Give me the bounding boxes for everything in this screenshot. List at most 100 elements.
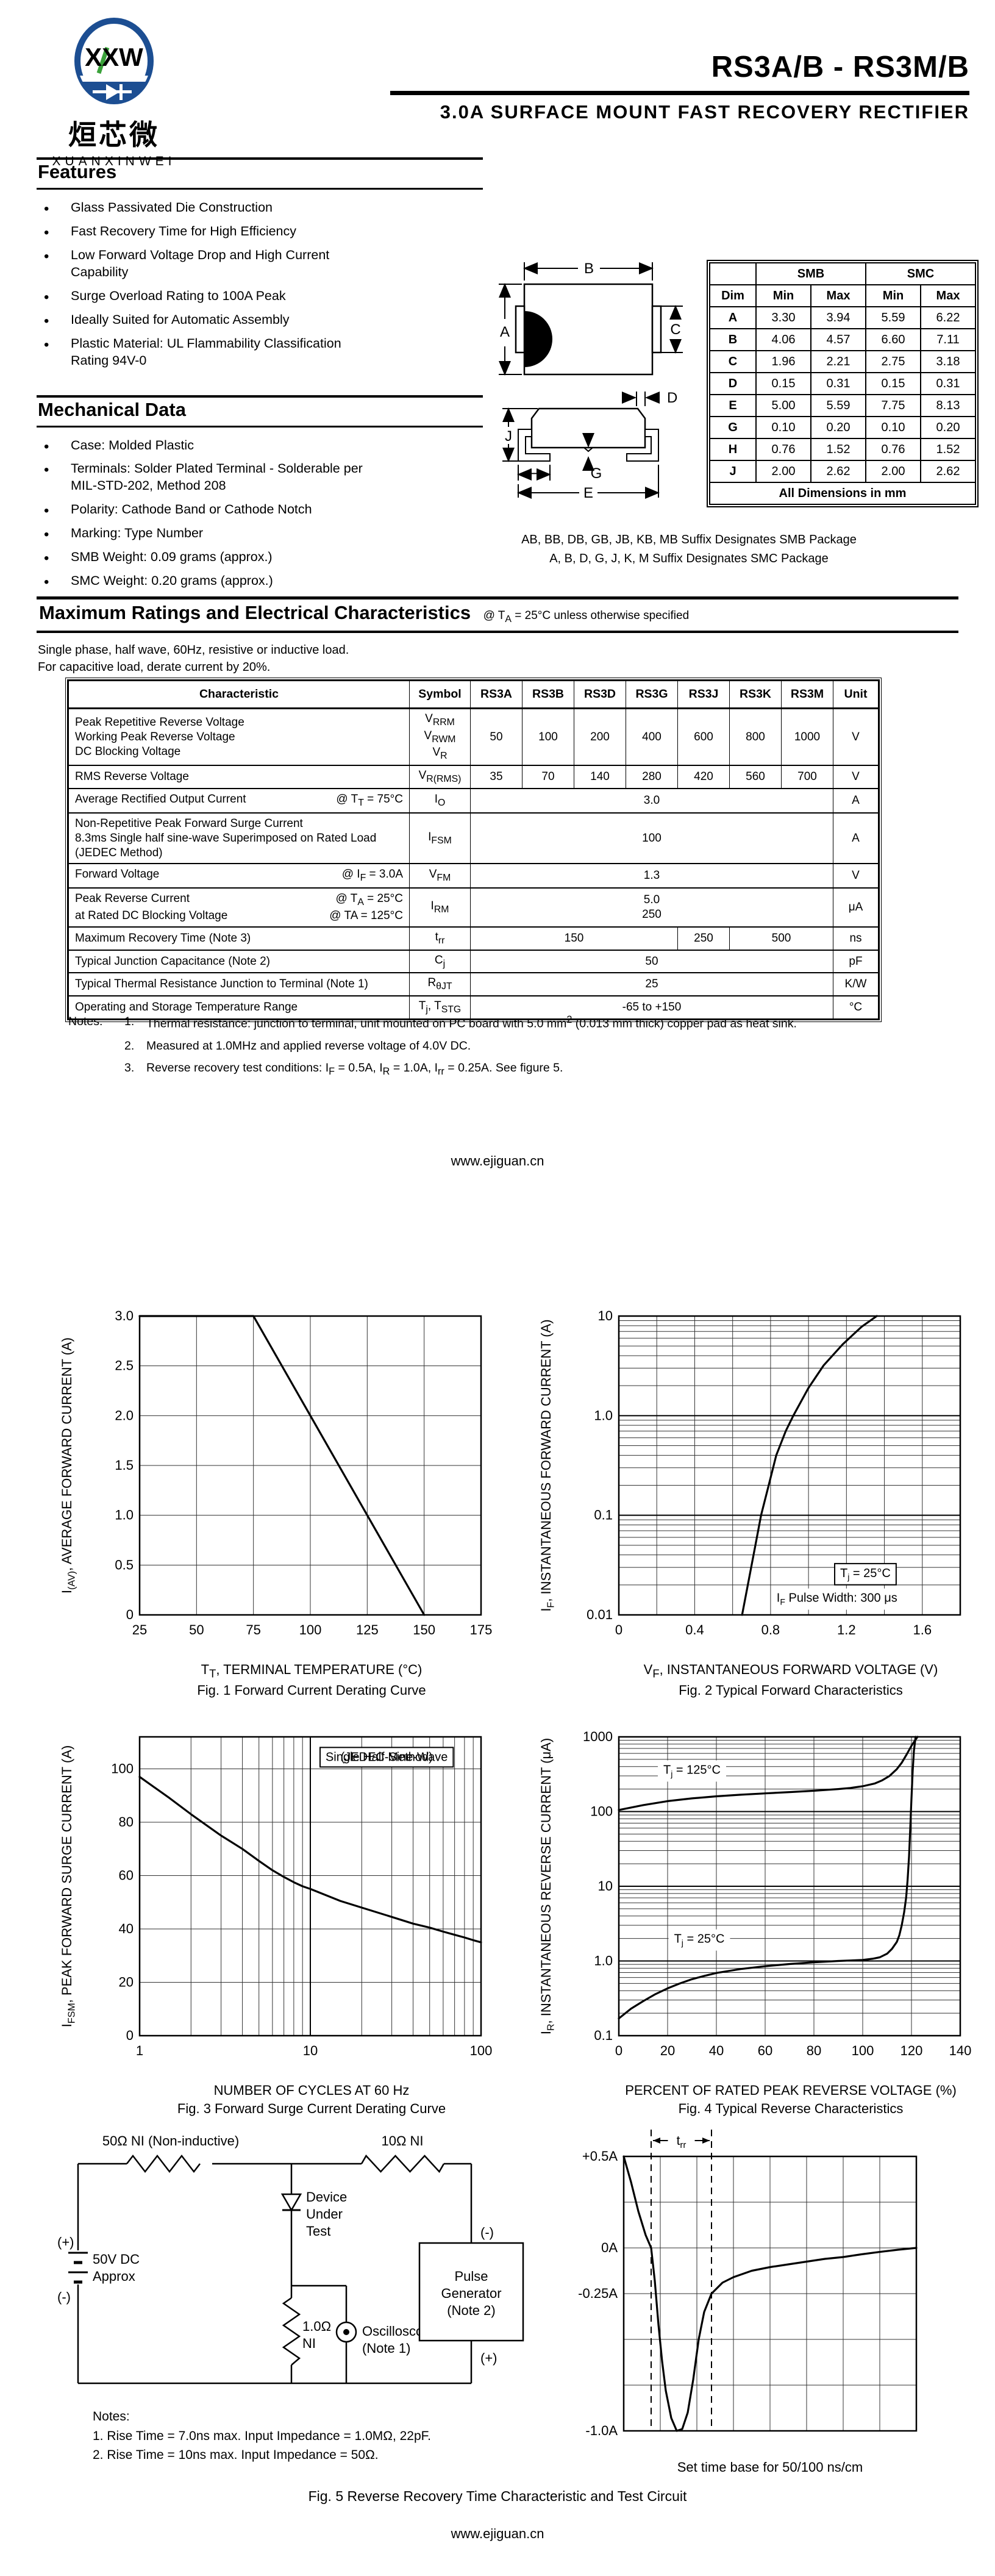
- note-item: 3. Reverse recovery test conditions: IF …: [124, 1060, 940, 1079]
- cell: 2.00: [865, 460, 921, 483]
- svg-text:0: 0: [615, 2043, 622, 2058]
- chart-annotation: Tj = 25°C: [833, 1562, 897, 1586]
- symbol-cell: trr: [409, 926, 471, 951]
- svg-text:80: 80: [806, 2043, 821, 2058]
- cell: B: [709, 328, 757, 351]
- table-row: All Dimensions in mm: [709, 482, 976, 505]
- value-cell: 560: [729, 765, 782, 789]
- value-cell: 1000: [781, 707, 833, 766]
- column-group-header: SMC: [865, 262, 976, 285]
- circuit-note-line: 2. Rise Time = 10ns max. Input Impedance…: [93, 2448, 379, 2462]
- cell: 1.52: [810, 438, 866, 461]
- column-header: RS3M: [781, 680, 833, 709]
- svg-text:0: 0: [615, 1622, 622, 1637]
- fig4-typical-reverse-characteristics: 0 20 40 60 80 100 120 140 0.1 1.0 10 100 1000 IR, INS…: [538, 1729, 971, 2058]
- svg-text:150: 150: [413, 1622, 435, 1637]
- svg-text:1.0: 1.0: [594, 1408, 613, 1423]
- unit-cell: A: [833, 812, 879, 864]
- svg-text:I(AV), AVERAGE FORWARD CURRENT: I(AV), AVERAGE FORWARD CURRENT (A): [59, 1337, 77, 1594]
- svg-text:-1.0A: -1.0A: [585, 2423, 618, 2438]
- value-cell: 600: [677, 707, 730, 766]
- cell: 4.06: [755, 328, 811, 351]
- fig3-caption: Fig. 3 Forward Surge Current Derating Cu…: [177, 2101, 446, 2116]
- svg-text:60: 60: [118, 1868, 133, 1883]
- unit-cell: ns: [833, 926, 879, 951]
- svg-text:100: 100: [469, 2043, 492, 2058]
- symbol-cell: RθJT: [409, 972, 471, 996]
- mechanical-item: SMB Weight: 0.09 grams (approx.): [37, 549, 379, 568]
- pulse-generator-label-line: (Note 2): [447, 2303, 495, 2318]
- fig3-forward-surge-derating-chart: 1 10 100 0 20 40 60 80 100 IFSM, PEAK FORWARD SUR…: [34, 1719, 498, 2083]
- dim-label-a: A: [500, 324, 510, 340]
- ratings-table: Characteristic Symbol RS3A RS3B RS3D RS3G RS3J…: [65, 678, 882, 1022]
- svg-text:-0.25A: -0.25A: [578, 2286, 618, 2301]
- svg-text:60: 60: [757, 2043, 772, 2058]
- table-header-row: Characteristic Symbol RS3A RS3B RS3D RS3G RS3J…: [68, 680, 879, 709]
- cell: 1.96: [755, 350, 811, 373]
- cell: 7.75: [865, 394, 921, 417]
- table-row: E 5.00 5.59 7.75 8.13: [709, 394, 976, 417]
- mechanical-item: Polarity: Cathode Band or Cathode Notch: [37, 501, 379, 520]
- svg-text:0.1: 0.1: [594, 2028, 613, 2043]
- table-row: C 1.96 2.21 2.75 3.18: [709, 350, 976, 373]
- value-cell: 700: [781, 765, 833, 789]
- svg-text:100: 100: [590, 1804, 613, 1819]
- package-outline-drawing: B A C D J G: [499, 260, 683, 501]
- table-row: Peak Reverse Current @ TA = 25°C at Rated …: [68, 887, 879, 928]
- svg-text:IF, INSTANTANEOUS FORWARD CURR: IF, INSTANTANEOUS FORWARD CURRENT (A): [538, 1319, 556, 1611]
- symbol-cell: IFSM: [409, 812, 471, 864]
- svg-text:3.0: 3.0: [115, 1308, 134, 1323]
- table-row: Average Rectified Output Current @ TT = 7…: [68, 787, 879, 814]
- characteristic-cell: Average Rectified Output Current @ TT = 7…: [68, 787, 410, 814]
- load-note-line: For capacitive load, derate current by 2…: [38, 660, 271, 674]
- column-header: Unit: [833, 680, 879, 709]
- svg-text:+0.5A: +0.5A: [582, 2148, 618, 2164]
- logo-acronym: XXW: [85, 43, 143, 71]
- value-cell: 150: [470, 926, 678, 951]
- svg-text:120: 120: [900, 2043, 922, 2058]
- cell: G: [709, 416, 757, 439]
- svg-text:1000: 1000: [583, 1729, 613, 1744]
- table-row: SMB SMC: [709, 262, 976, 285]
- unit-cell: V: [833, 707, 879, 766]
- fig2-typical-forward-characteristics: 0 0.4 0.8 1.2 1.6 0.01 0.1 1.0 10 IF, INSTANTANEO…: [538, 1308, 961, 1637]
- unit-cell: V: [833, 765, 879, 789]
- column-header: Min: [755, 284, 811, 307]
- value-cell: 100: [522, 707, 574, 766]
- value-cell: 50: [470, 707, 522, 766]
- cell: 4.57: [810, 328, 866, 351]
- cell: 2.62: [920, 460, 976, 483]
- characteristic-cell: Maximum Recovery Time (Note 3): [68, 926, 410, 951]
- note-number: 1.: [124, 1015, 135, 1028]
- suffix-note-smb: AB, BB, DB, GB, JB, KB, MB Suffix Design…: [521, 533, 857, 546]
- svg-text:20: 20: [118, 1975, 133, 1990]
- cell: 5.00: [755, 394, 811, 417]
- svg-text:175: 175: [469, 1622, 492, 1637]
- characteristic-cell: Operating and Storage Temperature Range: [68, 995, 410, 1020]
- svg-text:1.0: 1.0: [115, 1508, 134, 1523]
- table-row: Operating and Storage Temperature Range T…: [68, 995, 879, 1020]
- fig2-typical-forward-characteristics-chart: 0 0.4 0.8 1.2 1.6 0.01 0.1 1.0 10 IF, INSTANTANEO…: [513, 1298, 977, 1662]
- circuit-notes: Notes: 1. Rise Time = 7.0ns max. Input I…: [93, 2407, 541, 2465]
- fig3-forward-surge-current-derating: 1 10 100 0 20 40 60 80 100 IFSM, PEAK FORWARD SUR…: [59, 1736, 492, 2058]
- value-cell: 1.3: [470, 863, 833, 889]
- cell: 0.76: [865, 438, 921, 461]
- cell: J: [709, 460, 757, 483]
- test-circuit-schematic: 50Ω NI (Non-inductive) 10Ω NI Device Und…: [57, 2133, 524, 2385]
- svg-text:10: 10: [302, 2043, 317, 2058]
- svg-text:100: 100: [851, 2043, 874, 2058]
- cell: E: [709, 394, 757, 417]
- cell: 7.11: [920, 328, 976, 351]
- pulse-generator-label-line: Generator: [441, 2286, 501, 2301]
- cell: A: [709, 306, 757, 329]
- svg-text:IFSM, PEAK FORWARD SURGE CURRE: IFSM, PEAK FORWARD SURGE CURRENT (A): [59, 1745, 77, 2027]
- symbol-cell: Tj, TSTG: [409, 995, 471, 1020]
- symbol-cell: VR(RMS): [409, 765, 471, 789]
- symbol-cell: VRRM VRWM VR: [409, 707, 471, 766]
- features-heading: Features: [37, 157, 483, 190]
- svg-text:Single Half-Sine-Wave(JEDEC Me: Single Half-Sine-Wave(JEDEC Method): [325, 1750, 447, 1764]
- features-list: Glass Passivated Die Construction Fast R…: [37, 199, 483, 370]
- cell: 0.15: [755, 372, 811, 395]
- fig1-forward-current-derating: 25 50 75 100 125 150 175 0 0.5 1.0 1.5 2.0 2.5 3.0 I(A…: [59, 1308, 492, 1637]
- website-url: www.ejiguan.cn: [451, 2526, 544, 2541]
